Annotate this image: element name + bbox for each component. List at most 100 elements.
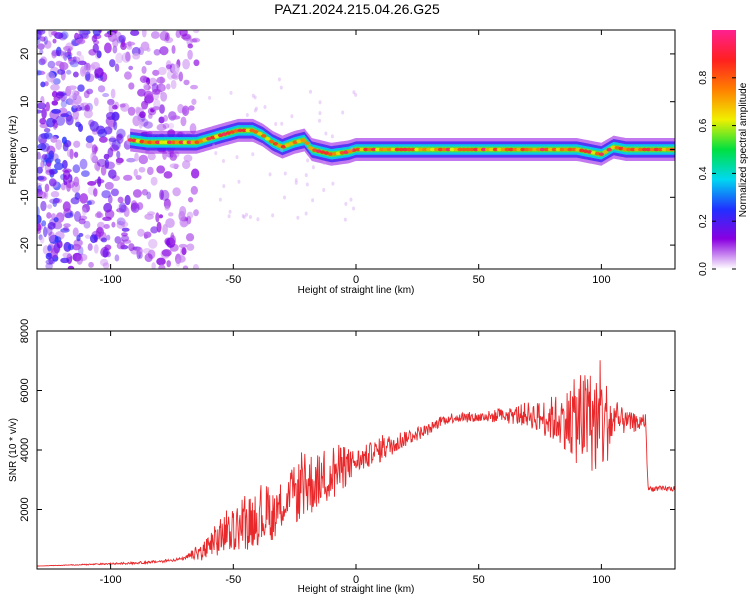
noise-speck bbox=[130, 202, 140, 214]
noise-speck bbox=[52, 221, 63, 230]
noise-speck bbox=[80, 32, 89, 40]
ridge-peak bbox=[661, 147, 667, 152]
noise-speck bbox=[76, 254, 84, 265]
ridge-peak bbox=[335, 151, 341, 156]
noise-speck bbox=[227, 214, 231, 219]
noise-speck bbox=[229, 90, 233, 95]
noise-speck bbox=[73, 210, 82, 222]
noise-speck bbox=[96, 221, 105, 229]
noise-speck bbox=[294, 178, 298, 183]
noise-speck bbox=[186, 243, 195, 251]
noise-speck bbox=[38, 234, 43, 241]
ridge-peak bbox=[649, 147, 656, 152]
noise-speck bbox=[193, 209, 199, 216]
noise-speck bbox=[96, 226, 103, 234]
ridge-peak bbox=[331, 152, 338, 156]
ridge-peak bbox=[155, 140, 161, 145]
noise-speck bbox=[41, 107, 47, 119]
noise-speck bbox=[160, 91, 168, 102]
ridge-peak bbox=[323, 151, 330, 155]
ridge-peak bbox=[465, 147, 471, 152]
ridge-peak bbox=[190, 140, 196, 145]
colorbar: 0.0 0.2 0.4 0.6 0.8 Normalized spectral ampl… bbox=[698, 30, 749, 276]
x-tick-label: 100 bbox=[592, 574, 610, 586]
noise-speck bbox=[89, 234, 98, 244]
noise-speck bbox=[152, 106, 160, 111]
noise-speck bbox=[75, 38, 86, 45]
noise-speck bbox=[72, 56, 77, 63]
noise-speck bbox=[341, 110, 345, 115]
y-tick-label: 2000 bbox=[19, 497, 31, 521]
noise-speck bbox=[107, 194, 113, 204]
y-tick-label: -10 bbox=[19, 189, 31, 205]
noise-speck bbox=[97, 85, 106, 93]
noise-speck bbox=[114, 236, 122, 244]
noise-speck bbox=[182, 58, 191, 70]
ridge-peak bbox=[516, 147, 522, 152]
noise-speck bbox=[116, 242, 126, 250]
noise-speck bbox=[40, 95, 45, 106]
noise-speck bbox=[311, 198, 315, 203]
noise-speck bbox=[283, 195, 287, 200]
noise-speck bbox=[53, 122, 59, 129]
ridge-peak bbox=[535, 147, 542, 152]
noise-speck bbox=[66, 181, 71, 192]
noise-speck bbox=[77, 84, 85, 92]
noise-speck bbox=[228, 209, 232, 214]
ridge-peak bbox=[532, 147, 538, 152]
noise-speck bbox=[138, 154, 149, 165]
noise-speck bbox=[352, 90, 356, 95]
noise-speck bbox=[161, 249, 172, 257]
ridge-peak bbox=[551, 147, 557, 152]
noise-speck bbox=[114, 63, 120, 73]
noise-speck bbox=[188, 196, 194, 203]
noise-speck bbox=[115, 157, 124, 164]
noise-speck bbox=[141, 100, 149, 110]
x-tick-label: 0 bbox=[353, 274, 359, 286]
noise-speck bbox=[104, 181, 114, 190]
snr-line bbox=[37, 360, 675, 567]
ridge-peak bbox=[272, 141, 279, 146]
noise-speck bbox=[49, 169, 55, 178]
noise-speck bbox=[99, 258, 109, 267]
ridge-peak bbox=[484, 147, 491, 152]
noise-speck bbox=[85, 62, 91, 71]
noise-speck bbox=[162, 224, 168, 235]
noise-speck bbox=[66, 69, 72, 75]
ridge-peak bbox=[327, 152, 334, 156]
noise-speck bbox=[65, 114, 74, 126]
ridge-peak bbox=[559, 147, 565, 152]
noise-speck bbox=[51, 50, 57, 59]
noise-speck bbox=[37, 223, 42, 232]
noise-speck bbox=[157, 66, 167, 76]
noise-speck bbox=[44, 183, 50, 193]
noise-speck bbox=[120, 219, 127, 226]
noise-speck bbox=[168, 212, 174, 217]
noise-speck bbox=[60, 100, 67, 108]
noise-speck bbox=[90, 151, 97, 162]
noise-speck bbox=[81, 207, 87, 216]
noise-speck bbox=[50, 83, 60, 91]
ridge-peak bbox=[178, 140, 184, 145]
noise-speck bbox=[191, 98, 197, 105]
noise-speck bbox=[318, 100, 322, 105]
ridge-peak bbox=[543, 147, 550, 152]
ridge-peak bbox=[402, 147, 408, 152]
noise-speck bbox=[79, 193, 89, 204]
noise-speck bbox=[159, 104, 165, 114]
ridge-peak bbox=[449, 147, 455, 152]
noise-speck bbox=[146, 191, 152, 200]
noise-speck bbox=[84, 104, 91, 112]
noise-speck bbox=[111, 221, 116, 228]
noise-speck bbox=[77, 60, 87, 66]
noise-speck bbox=[78, 218, 86, 225]
noise-speck bbox=[318, 111, 322, 116]
ridge-peak bbox=[626, 147, 632, 152]
noise-speck bbox=[53, 217, 59, 223]
noise-speck bbox=[156, 257, 166, 266]
noise-speck bbox=[344, 201, 348, 206]
ridge-peak bbox=[308, 146, 314, 151]
noise-speck bbox=[330, 134, 334, 139]
noise-speck bbox=[156, 221, 162, 233]
noise-speck bbox=[120, 235, 130, 242]
